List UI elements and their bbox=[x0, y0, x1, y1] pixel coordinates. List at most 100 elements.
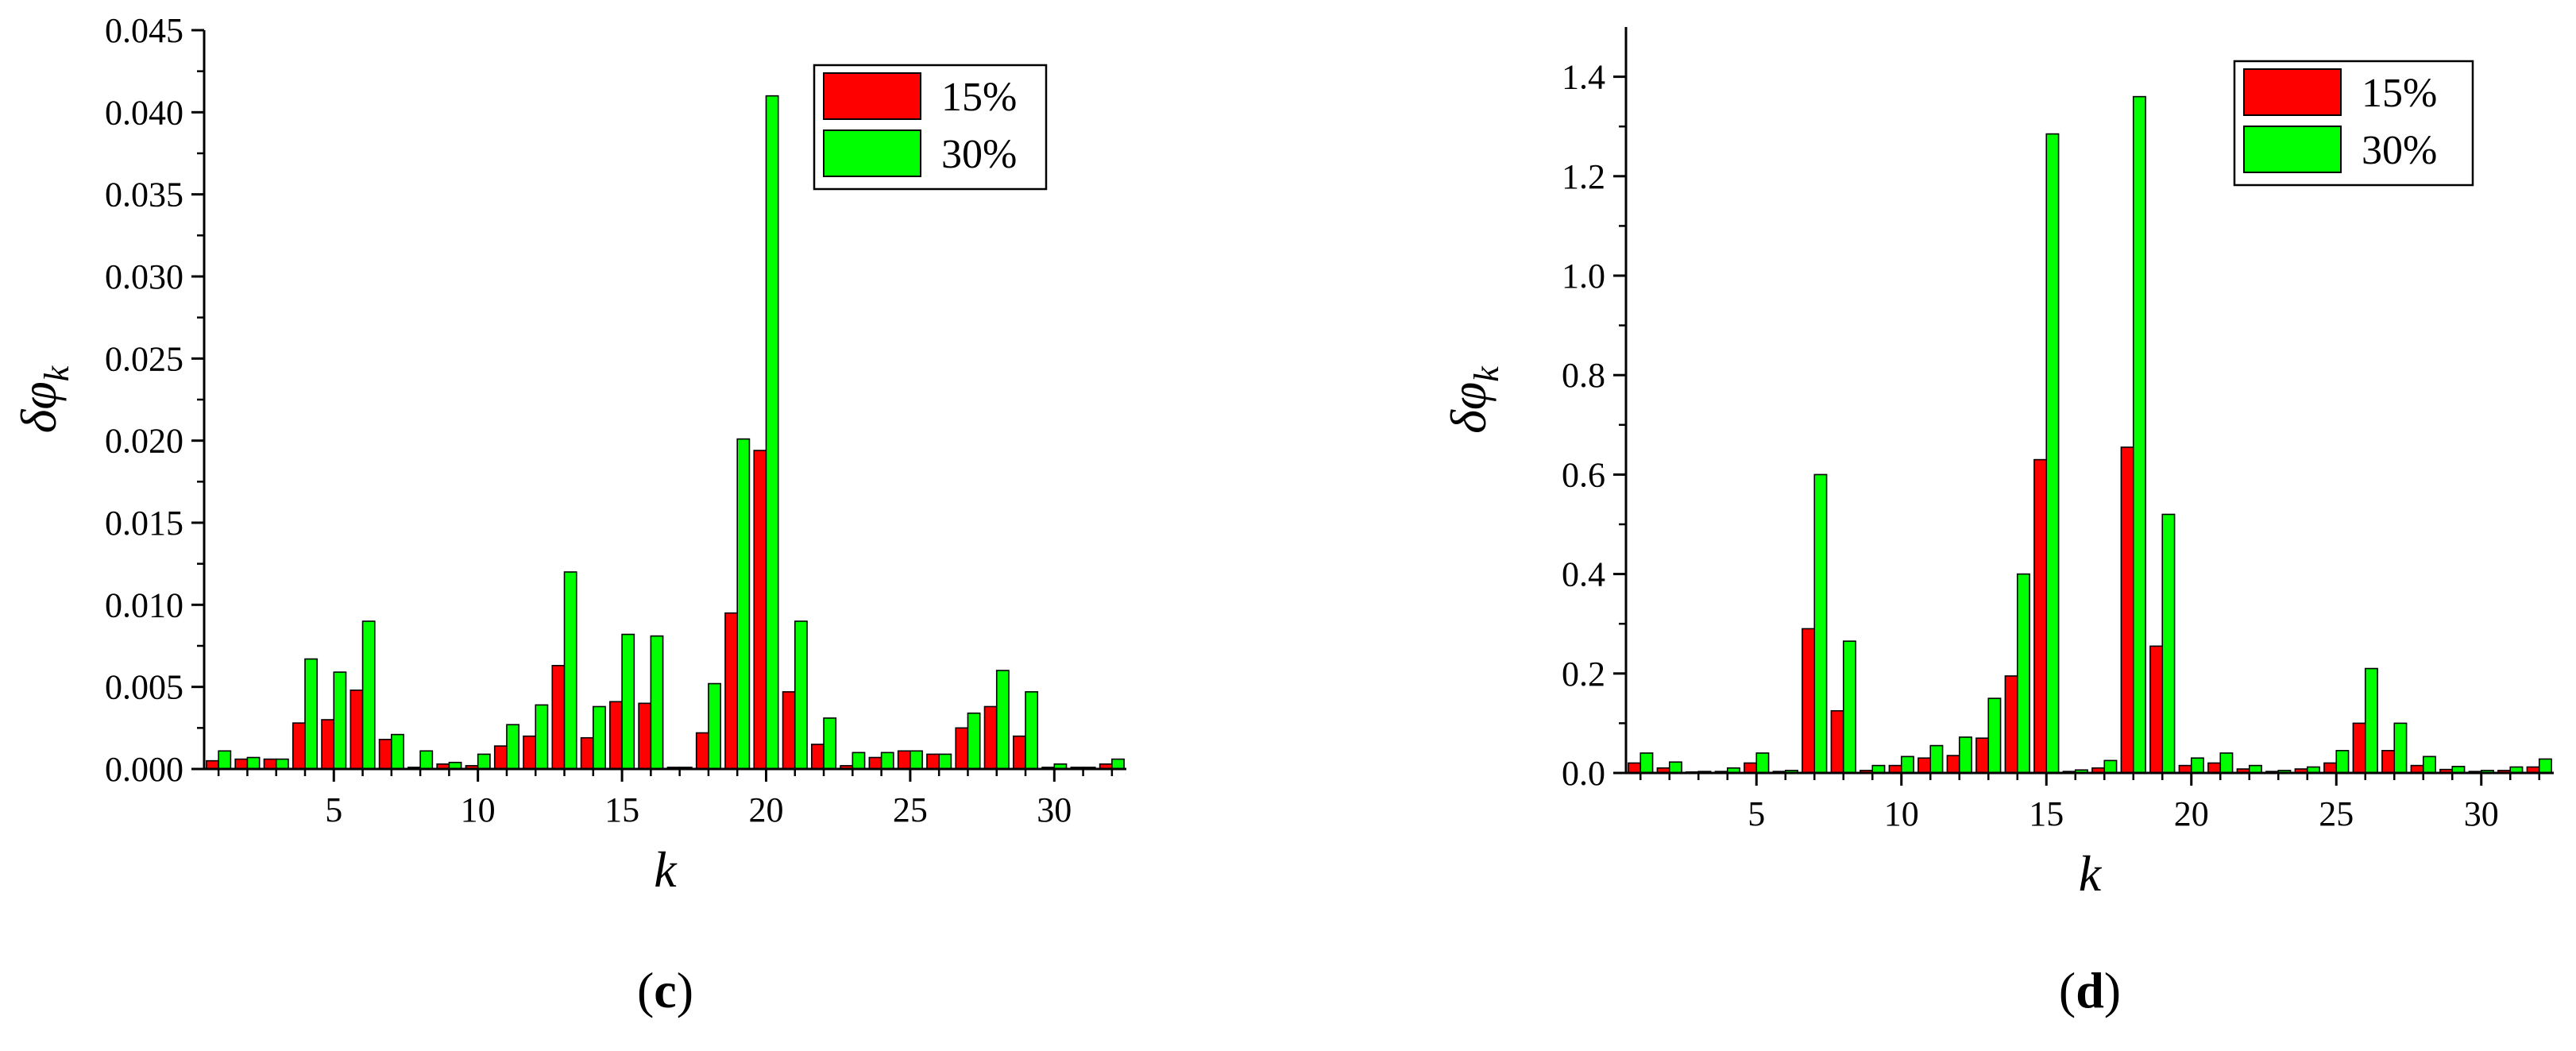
bar-15pct-k27 bbox=[2381, 750, 2396, 774]
panel-c: 0.000 0.005 0.010 0.015 0.020 0.025 0.030 0.035… bbox=[10, 11, 1126, 1018]
bar-15pct-k27 bbox=[955, 727, 969, 770]
bar-30pct-k17 bbox=[2103, 759, 2118, 774]
x-tick-label: 30 bbox=[1037, 790, 1072, 829]
y-tick-label: 1.2 bbox=[1562, 157, 1605, 196]
bar-15pct-k14 bbox=[2004, 675, 2018, 774]
bar-30pct-k3 bbox=[275, 758, 289, 770]
y-axis-label: δφk bbox=[10, 365, 76, 433]
y-axis-label-sub: k bbox=[37, 365, 76, 381]
bar-15pct-k5 bbox=[321, 719, 335, 770]
bar-30pct-k11 bbox=[1929, 744, 1944, 774]
bar-30pct-k15 bbox=[2045, 133, 2060, 774]
bar-30pct-k23 bbox=[852, 752, 866, 770]
bar-30pct-k20 bbox=[765, 95, 779, 770]
y-tick-label: 0.025 bbox=[105, 339, 183, 378]
y-tick-label: 0.040 bbox=[105, 93, 183, 132]
y-axis-label: δφk bbox=[1440, 365, 1506, 434]
panel-label: (d) bbox=[2059, 962, 2121, 1018]
x-tick-label: 25 bbox=[893, 790, 928, 829]
bar-30pct-k21 bbox=[794, 620, 808, 770]
x-tick-label: 15 bbox=[604, 790, 639, 829]
bar-30pct-k10 bbox=[1900, 755, 1914, 774]
bar-15pct-k1 bbox=[206, 759, 219, 770]
bar-30pct-k32 bbox=[1111, 758, 1125, 770]
x-axis-label: k bbox=[654, 841, 678, 898]
x-tick-label: 15 bbox=[2029, 794, 2064, 833]
bar-30pct-k1 bbox=[218, 750, 232, 770]
y-tick-label: 0.005 bbox=[105, 668, 183, 707]
panel-d: 0.00.20.40.60.81.01.21.45 10 15 20 25 30kδφk1… bbox=[1440, 27, 2554, 1018]
bar-15pct-k18 bbox=[695, 732, 709, 770]
bar-15pct-k16 bbox=[638, 702, 652, 770]
bar-30pct-k12 bbox=[535, 704, 549, 770]
x-tick-label: 20 bbox=[748, 790, 783, 829]
panel-label-close: ) bbox=[677, 962, 693, 1018]
y-tick-label: 0.015 bbox=[105, 504, 183, 543]
y-tick-label: 0.035 bbox=[105, 176, 183, 214]
y-tick-label: 1.4 bbox=[1562, 58, 1605, 97]
legend-label-30pct: 30% bbox=[941, 132, 1017, 177]
bar-15pct-k25 bbox=[897, 750, 911, 770]
panel-label-letter: d bbox=[2076, 962, 2104, 1018]
panel-label-open: ( bbox=[637, 962, 654, 1018]
x-tick-label: 5 bbox=[325, 790, 342, 829]
bar-15pct-k21 bbox=[2207, 762, 2222, 774]
bar-30pct-k2 bbox=[1668, 761, 1682, 774]
bar-30pct-k14 bbox=[592, 705, 606, 770]
bar-30pct-k22 bbox=[823, 717, 837, 770]
bar-15pct-k24 bbox=[868, 756, 882, 770]
bar-15pct-k21 bbox=[782, 691, 796, 770]
bar-15pct-k19 bbox=[724, 612, 739, 770]
legend: 15%30% bbox=[813, 64, 1048, 191]
x-tick-label: 30 bbox=[2464, 794, 2499, 833]
y-axis-label-main: δφ bbox=[10, 381, 67, 433]
bar-15pct-k25 bbox=[2323, 762, 2338, 774]
bar-15pct-k29 bbox=[1012, 735, 1026, 770]
panel-label: (c) bbox=[637, 962, 693, 1018]
bar-15pct-k11 bbox=[1918, 757, 1932, 774]
bar-15pct-k12 bbox=[1946, 755, 1960, 774]
bar-15pct-k5 bbox=[1744, 762, 1758, 774]
bar-30pct-k25 bbox=[910, 750, 923, 770]
bar-30pct-k8 bbox=[1842, 640, 1856, 774]
bar-15pct-k14 bbox=[580, 736, 594, 770]
bar-15pct-k1 bbox=[1628, 762, 1642, 774]
bar-30pct-k29 bbox=[1025, 691, 1039, 770]
bar-30pct-k4 bbox=[304, 658, 319, 770]
bar-30pct-k19 bbox=[736, 438, 751, 770]
bar-15pct-k15 bbox=[2033, 458, 2048, 774]
bar-30pct-k28 bbox=[2422, 755, 2436, 774]
bar-15pct-k7 bbox=[378, 738, 392, 770]
panel-label-close: ) bbox=[2104, 962, 2121, 1018]
bar-15pct-k20 bbox=[753, 450, 767, 770]
bar-15pct-k8 bbox=[1830, 709, 1844, 774]
y-axis-label-main: δφ bbox=[1440, 382, 1497, 434]
bar-15pct-k19 bbox=[2149, 645, 2164, 774]
bar-30pct-k25 bbox=[2335, 750, 2350, 774]
bar-15pct-k6 bbox=[350, 689, 364, 770]
bar-30pct-k6 bbox=[361, 620, 376, 770]
bar-15pct-k26 bbox=[2352, 722, 2366, 774]
bar-15pct-k13 bbox=[551, 664, 566, 770]
x-tick-label: 5 bbox=[1748, 794, 1765, 833]
y-tick-label: 0.6 bbox=[1562, 455, 1605, 494]
bar-30pct-k24 bbox=[880, 752, 894, 770]
bar-30pct-k1 bbox=[1639, 752, 1654, 774]
bar-30pct-k18 bbox=[708, 682, 721, 770]
bar-30pct-k5 bbox=[1755, 752, 1770, 774]
bar-15pct-k7 bbox=[1802, 628, 1816, 774]
bar-30pct-k26 bbox=[938, 753, 952, 770]
bar-30pct-k32 bbox=[2538, 758, 2552, 774]
y-tick-label: 0.020 bbox=[105, 422, 183, 461]
legend-swatch-15pct bbox=[823, 72, 921, 120]
bar-30pct-k20 bbox=[2190, 757, 2204, 774]
bar-30pct-k13 bbox=[563, 571, 577, 770]
bar-15pct-k15 bbox=[609, 701, 623, 770]
bar-15pct-k26 bbox=[926, 753, 940, 770]
bar-30pct-k16 bbox=[650, 635, 664, 770]
bar-30pct-k26 bbox=[2364, 667, 2378, 774]
bar-30pct-k21 bbox=[2219, 752, 2234, 774]
y-tick-label: 0.045 bbox=[105, 11, 183, 50]
bar-30pct-k18 bbox=[2132, 95, 2146, 774]
